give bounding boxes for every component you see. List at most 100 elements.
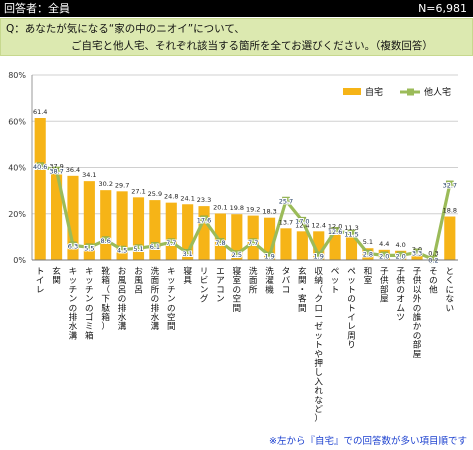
bar-value-label: 20.1 <box>213 204 227 212</box>
line-value-label: 38.7 <box>49 168 63 176</box>
bar-value-label: 24.1 <box>180 194 194 202</box>
legend-label-others: 他人宅 <box>424 86 451 98</box>
line-value-label: 7.7 <box>248 239 258 247</box>
bar-value-label: 5.1 <box>363 238 373 246</box>
line-marker <box>298 216 307 225</box>
bar-value-label: 12.4 <box>311 221 325 229</box>
footnote: ※左から『自宅』での回答数が多い項目順です <box>269 436 467 447</box>
bar-value-label: 36.4 <box>66 166 80 174</box>
y-tick-label: 60% <box>8 117 26 126</box>
line-value-label: 40.6 <box>33 163 47 171</box>
bar-value-label: 61.4 <box>33 108 47 116</box>
bar <box>51 172 63 260</box>
line-marker <box>249 238 257 246</box>
category-label: ペットのトイレ周り <box>347 267 356 351</box>
line-value-label: 5.1 <box>133 245 143 253</box>
category-label: とくにない <box>446 266 455 314</box>
y-tick-label: 20% <box>8 210 26 219</box>
line-value-label: 17.0 <box>295 218 309 226</box>
bar <box>182 204 194 260</box>
line-marker <box>314 251 323 260</box>
category-label: 玄関 <box>52 265 61 286</box>
line-value-label: 32.7 <box>443 181 457 189</box>
bar-value-label: 12.0 <box>328 222 342 230</box>
line-marker <box>364 249 372 258</box>
others-home-line <box>36 162 454 264</box>
line-marker <box>183 249 192 257</box>
bar-value-label: 19.2 <box>246 206 260 214</box>
line-value-label: 4.5 <box>117 247 127 255</box>
bar-value-label: 18.8 <box>443 207 457 215</box>
bar <box>100 190 112 260</box>
category-label: 洗濯機 <box>265 265 274 295</box>
bar <box>313 231 325 260</box>
line-value-label: 25.7 <box>279 198 293 206</box>
bar-value-label: 4.4 <box>379 240 389 248</box>
bar-value-label: 11.3 <box>344 224 358 232</box>
line-marker <box>85 243 94 252</box>
bar <box>329 232 341 260</box>
category-label: 靴箱（下駄箱） <box>101 265 110 332</box>
line-value-label: 1.9 <box>264 253 274 261</box>
line-marker <box>282 196 290 205</box>
bar <box>149 200 161 260</box>
category-label: 和室 <box>364 266 373 286</box>
y-tick-label: 0% <box>13 256 26 265</box>
data-labels: 61.4 37.9 36.434.130.2 29.727.1 25.9 24.8 24.1… <box>32 108 458 266</box>
line-marker <box>52 166 61 175</box>
bar-value-label: 24.8 <box>164 193 178 201</box>
line-value-label: 6.1 <box>150 243 160 251</box>
category-label: 子供部屋 <box>380 266 389 305</box>
category-label: キッチンの空間 <box>167 267 176 332</box>
category-label: 子供以外の誰かの部屋 <box>413 266 422 360</box>
line-marker <box>233 250 241 259</box>
y-tick-label: 80% <box>8 71 26 80</box>
bar <box>214 213 226 260</box>
legend-label-home: 自宅 <box>365 86 383 98</box>
bar <box>231 214 243 260</box>
line-value-label: 3.3 <box>412 249 422 257</box>
line-marker <box>265 251 274 260</box>
line-value-label: 17.6 <box>197 216 211 224</box>
bar-value-label: 12.4 <box>295 221 309 229</box>
bar-value-label: 2.0 <box>412 245 422 253</box>
bar-value-label: 0.3 <box>428 249 438 257</box>
bar-value-label: 13.7 <box>279 218 293 226</box>
category-label: タバコ <box>282 266 291 295</box>
legend-swatch-home <box>343 88 361 95</box>
category-label: ペット <box>331 267 340 295</box>
bar-value-label: 4.0 <box>395 241 405 249</box>
line-marker <box>446 180 454 189</box>
bar-value-label: 27.1 <box>131 187 145 195</box>
bar <box>198 206 210 260</box>
line-marker <box>69 241 77 250</box>
bar-value-label: 30.2 <box>98 180 112 188</box>
line-marker <box>118 245 126 254</box>
bar-value-label: 29.7 <box>115 181 129 189</box>
line-marker <box>200 215 208 224</box>
category-label: 子供のオムツ <box>396 266 405 323</box>
line-marker <box>216 238 225 246</box>
line-value-label: 7.7 <box>166 239 176 247</box>
line-value-label: 0.2 <box>428 257 438 265</box>
line-marker <box>413 248 421 257</box>
legend: 自宅 他人宅 <box>343 86 451 98</box>
category-label: 収納（クローゼットや押し入れなど） <box>314 265 323 424</box>
bar-value-label: 37.9 <box>49 162 63 170</box>
axes: 0% 20% 40% 60% 80% トイレ玄関キッチンの排水溝キッチンのゴミ箱靴箱（下駄… <box>8 71 458 424</box>
category-label: リビング <box>200 267 209 305</box>
line-marker <box>167 238 176 246</box>
category-label: 洗面所の排水溝 <box>151 265 160 332</box>
y-tick-label: 40% <box>8 164 26 173</box>
line-value-label: 2.0 <box>395 252 405 260</box>
category-label: その他 <box>429 266 438 295</box>
line-marker <box>380 251 389 260</box>
bar <box>132 197 145 260</box>
category-label: キッチンのゴミ箱 <box>85 267 94 341</box>
gridlines <box>32 74 458 261</box>
category-label: 寝具 <box>183 265 192 286</box>
sample-size-label: N=6,981 <box>418 2 467 15</box>
line-marker <box>151 242 159 250</box>
line-value-label: 12.6 <box>328 228 342 236</box>
